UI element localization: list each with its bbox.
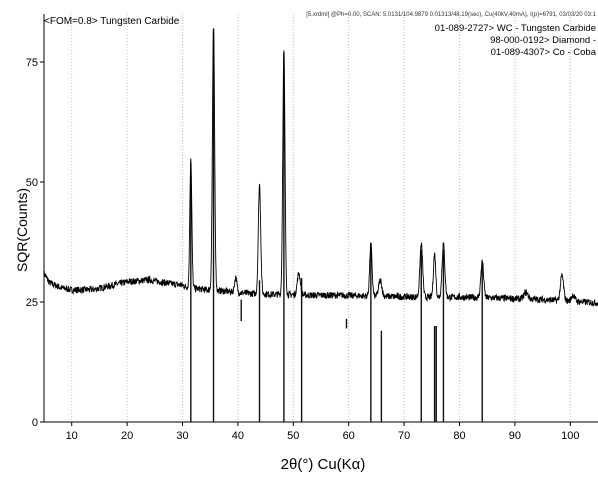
x-axis-label: 2θ(°) Cu(Kα) — [281, 456, 366, 473]
y-tick-label: 25 — [26, 297, 38, 309]
x-tick-label: 80 — [453, 430, 465, 442]
x-tick-label: 90 — [509, 430, 521, 442]
x-tick-label: 30 — [176, 430, 188, 442]
x-tick-label: 60 — [343, 430, 355, 442]
reference-diamond: 98-000-0192> Diamond - — [490, 35, 596, 46]
fom-label: <FOM=0.8> Tungsten Carbide — [44, 16, 179, 27]
x-tick-label: 50 — [287, 430, 299, 442]
reference-wc: 01-089-2727> WC - Tungsten Carbide — [435, 23, 596, 34]
x-tick-label: 10 — [66, 430, 78, 442]
reference-cobalt: 01-089-4307> Co - Coba — [491, 47, 596, 58]
x-tick-label: 40 — [232, 430, 244, 442]
scan-info: [5.xrdml] @Ph=0.00, SCAN: 5.0131/104.987… — [306, 12, 596, 18]
y-tick-label: 75 — [26, 57, 38, 69]
y-axis-label: SQR(Counts) — [14, 188, 30, 272]
x-tick-label: 20 — [121, 430, 133, 442]
x-tick-label: 70 — [398, 430, 410, 442]
x-tick-label: 100 — [561, 430, 579, 442]
y-tick-label: 0 — [32, 417, 38, 429]
